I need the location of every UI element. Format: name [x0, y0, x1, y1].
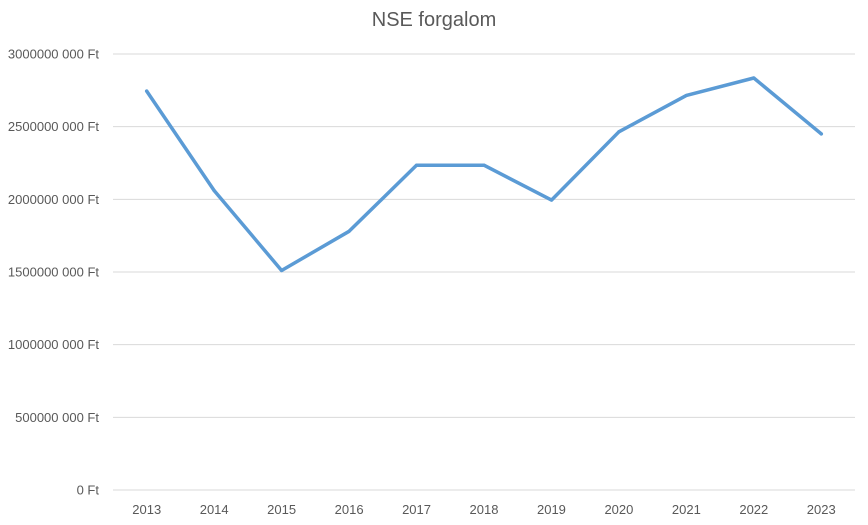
data-point	[280, 268, 284, 273]
data-point	[145, 89, 149, 93]
y-axis-tick-labels: 0 Ft 500000 000 Ft 1000000 000 Ft 1500000 0…	[8, 47, 99, 498]
x-tick-label: 2015	[267, 502, 296, 517]
series-layer	[144, 76, 824, 273]
y-tick-label: 1000000 000 Ft	[8, 337, 99, 352]
y-tick-label: 0 Ft	[77, 483, 100, 498]
data-point	[347, 229, 351, 233]
x-tick-label: 2021	[672, 502, 701, 517]
data-point	[482, 163, 486, 167]
y-tick-label: 500000 000 Ft	[15, 410, 99, 425]
data-point	[684, 93, 688, 98]
gridlines	[113, 53, 855, 491]
x-tick-label: 2018	[470, 502, 499, 517]
data-point	[752, 76, 756, 80]
x-axis-tick-labels: 2013 2014 2015 2016 2017 2018 2019 2020 2021 2022…	[132, 502, 835, 517]
x-tick-label: 2013	[132, 502, 161, 517]
x-tick-label: 2023	[807, 502, 836, 517]
data-point	[549, 198, 554, 202]
series-line	[144, 76, 824, 273]
y-tick-label: 1500000 000 Ft	[8, 265, 99, 280]
x-tick-label: 2022	[739, 502, 768, 517]
y-tick-label: 2000000 000 Ft	[8, 192, 99, 207]
x-tick-label: 2016	[335, 502, 364, 517]
x-tick-label: 2019	[537, 502, 566, 517]
x-tick-label: 2014	[200, 502, 229, 517]
chart-title: NSE forgalom	[372, 9, 497, 31]
data-point	[212, 189, 216, 193]
x-tick-label: 2017	[402, 502, 431, 517]
data-point	[819, 132, 823, 136]
y-tick-label: 3000000 000 Ft	[8, 47, 99, 62]
x-tick-label: 2020	[604, 502, 633, 517]
data-point	[617, 130, 621, 134]
y-tick-label: 2500000 000 Ft	[8, 119, 99, 134]
data-point	[414, 163, 419, 167]
